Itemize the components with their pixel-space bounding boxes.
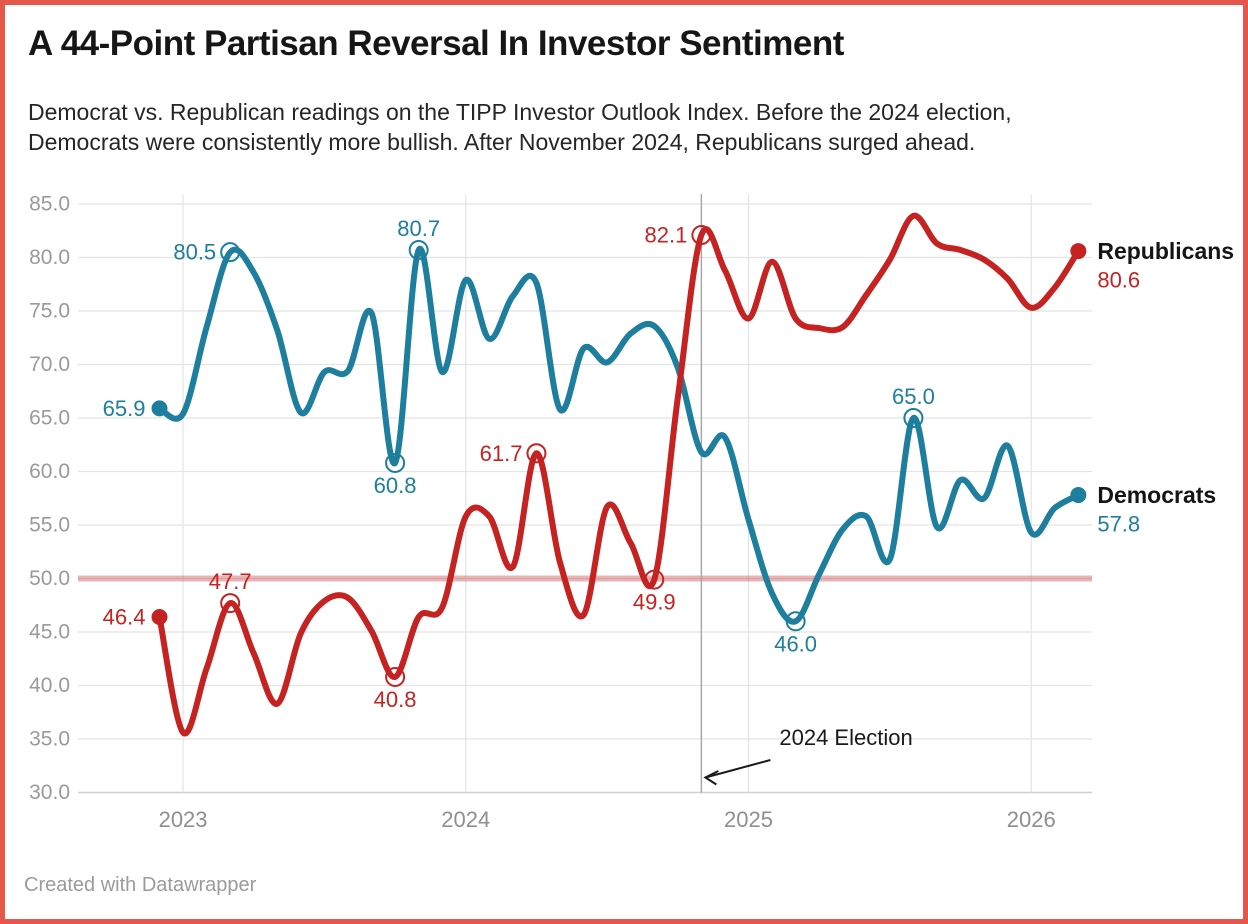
y-axis-label: 35.0: [29, 728, 70, 751]
chart-subtitle-line2: Democrats were consistently more bullish…: [28, 129, 976, 155]
democrats-point-marker: [220, 242, 241, 263]
republicans-value-label: 46.4: [103, 605, 146, 630]
republicans-point-marker: [644, 569, 665, 590]
y-axis-label: 40.0: [29, 674, 70, 697]
democrats-value-label: 80.5: [173, 240, 216, 265]
republicans-value-label: 49.9: [633, 590, 676, 615]
republicans-end-dot: [1070, 243, 1087, 260]
republicans-point-marker: [385, 666, 406, 687]
y-axis-label: 75.0: [29, 300, 70, 323]
y-axis-label: 85.0: [29, 193, 70, 216]
x-axis-label: 2024: [441, 807, 490, 832]
democrats-point-marker: [785, 611, 806, 632]
republicans-legend-name: Republicans: [1097, 238, 1234, 264]
y-axis-label: 65.0: [29, 407, 70, 430]
chart-title: A 44-Point Partisan Reversal In Investor…: [28, 24, 844, 63]
republicans-value-label: 61.7: [480, 441, 523, 466]
y-axis-label: 45.0: [29, 621, 70, 644]
democrats-value-label: 65.0: [892, 384, 935, 409]
y-axis-label: 30.0: [29, 781, 70, 804]
y-axis-label: 80.0: [29, 246, 70, 269]
republicans-value-label: 47.7: [209, 569, 252, 594]
democrats-value-label: 65.9: [103, 396, 146, 421]
republicans-point-marker: [691, 225, 712, 246]
republicans-point-marker: [220, 593, 241, 614]
x-axis-label: 2026: [1007, 807, 1056, 832]
election-arrowhead: [703, 770, 719, 786]
y-axis-label: 70.0: [29, 353, 70, 376]
democrats-start-dot: [151, 400, 168, 417]
republicans-point-marker: [526, 443, 547, 464]
election-annotation-label: 2024 Election: [779, 725, 912, 750]
democrats-point-marker: [385, 452, 406, 473]
democrats-value-label: 80.7: [397, 216, 440, 241]
democrats-point-marker: [408, 240, 429, 261]
republicans-value-label: 82.1: [645, 223, 688, 248]
x-axis-label: 2023: [159, 807, 208, 832]
y-axis-label: 55.0: [29, 514, 70, 537]
republicans-legend-value: 80.6: [1097, 268, 1140, 293]
republicans-line: [156, 212, 1082, 737]
democrats-value-label: 60.8: [374, 473, 417, 498]
republicans-start-dot: [151, 609, 168, 626]
republicans-value-label: 40.8: [374, 687, 417, 712]
democrats-legend-name: Democrats: [1097, 482, 1216, 508]
democrats-end-dot: [1070, 487, 1087, 504]
y-axis-label: 60.0: [29, 460, 70, 483]
chart-subtitle-line1: Democrat vs. Republican readings on the …: [28, 99, 1012, 125]
datawrapper-credit: Created with Datawrapper: [24, 874, 257, 896]
chart-subtitle: Democrat vs. Republican readings on the …: [28, 97, 1012, 157]
democrats-point-marker: [903, 408, 924, 428]
democrats-value-label: 46.0: [774, 631, 817, 656]
y-axis-label: 50.0: [29, 567, 70, 590]
democrats-legend-value: 57.8: [1097, 512, 1140, 537]
x-axis-label: 2025: [724, 807, 773, 832]
democrats-line: [156, 246, 1082, 625]
election-arrow: [707, 759, 771, 778]
